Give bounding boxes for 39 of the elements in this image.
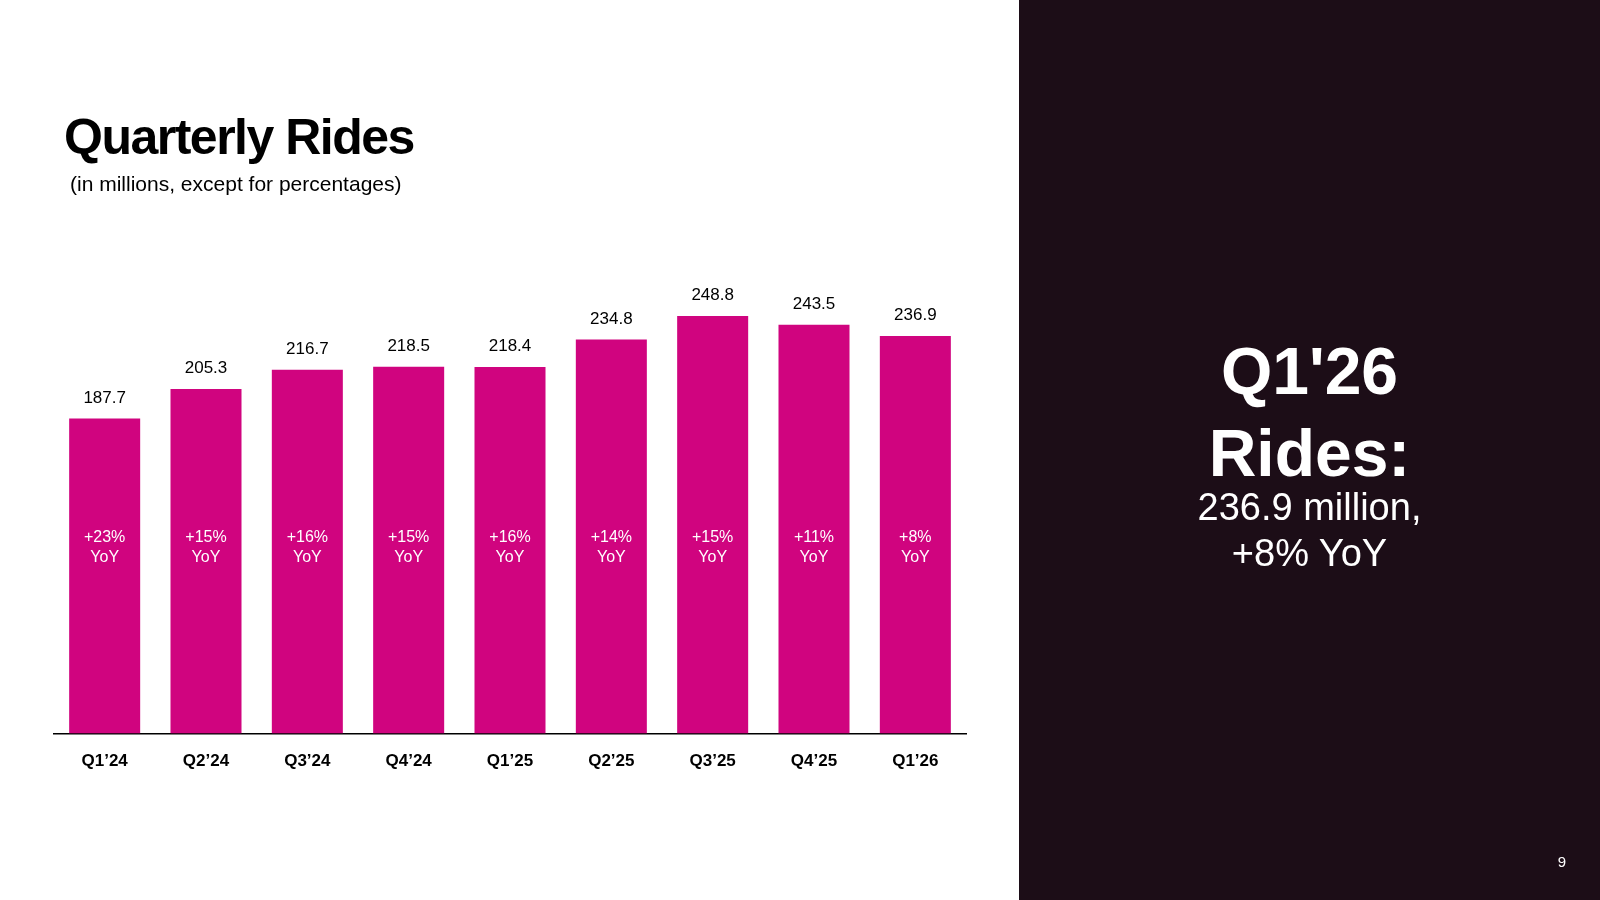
bar: [271, 369, 343, 734]
data-label: 218.4: [488, 336, 532, 356]
annotation: +11% YoY: [793, 527, 835, 565]
data-label: 187.7: [83, 387, 126, 407]
annotation: +14% YoY: [590, 527, 633, 565]
annotation: +16% YoY: [489, 527, 531, 565]
data-label: 205.3: [184, 358, 228, 378]
x-tick-label: Q4’25: [790, 751, 838, 771]
annotation: +23% YoY: [83, 527, 126, 565]
data-label: 236.9: [894, 305, 937, 325]
bar: [677, 315, 749, 734]
x-tick-label: Q3’25: [689, 751, 736, 771]
bar: [474, 366, 546, 734]
annotation: +8% YoY: [899, 527, 932, 565]
annotation: +15% YoY: [185, 527, 227, 565]
bar: [69, 418, 141, 734]
data-label: 218.5: [387, 336, 430, 355]
x-tick-label: Q1’26: [892, 751, 939, 771]
bar: [170, 388, 242, 734]
x-tick-label: Q1’24: [81, 751, 129, 771]
x-tick-label: Q3’24: [284, 751, 332, 771]
data-label: 248.8: [691, 285, 734, 305]
text: 9: [1557, 853, 1566, 870]
x-tick-label: Q1’25: [486, 751, 534, 771]
x-tick-label: Q4’24: [385, 751, 433, 771]
chart-subtitle: (in millions, except for percentages): [70, 172, 402, 196]
annotation: +16% YoY: [286, 527, 329, 565]
data-label: 234.8: [590, 308, 633, 328]
data-label: 243.5: [792, 294, 836, 314]
bar: [575, 339, 647, 734]
annotation: +15% YoY: [387, 527, 430, 565]
bar: [879, 335, 951, 734]
bar: [778, 324, 850, 734]
annotation: +15% YoY: [691, 527, 734, 565]
chart-title: Quarterly Rides: [64, 108, 414, 166]
x-tick-label: Q2’25: [588, 751, 635, 771]
data-label: 216.7: [286, 339, 329, 359]
x-tick-label: Q2’24: [182, 751, 230, 771]
bar: [373, 366, 445, 734]
